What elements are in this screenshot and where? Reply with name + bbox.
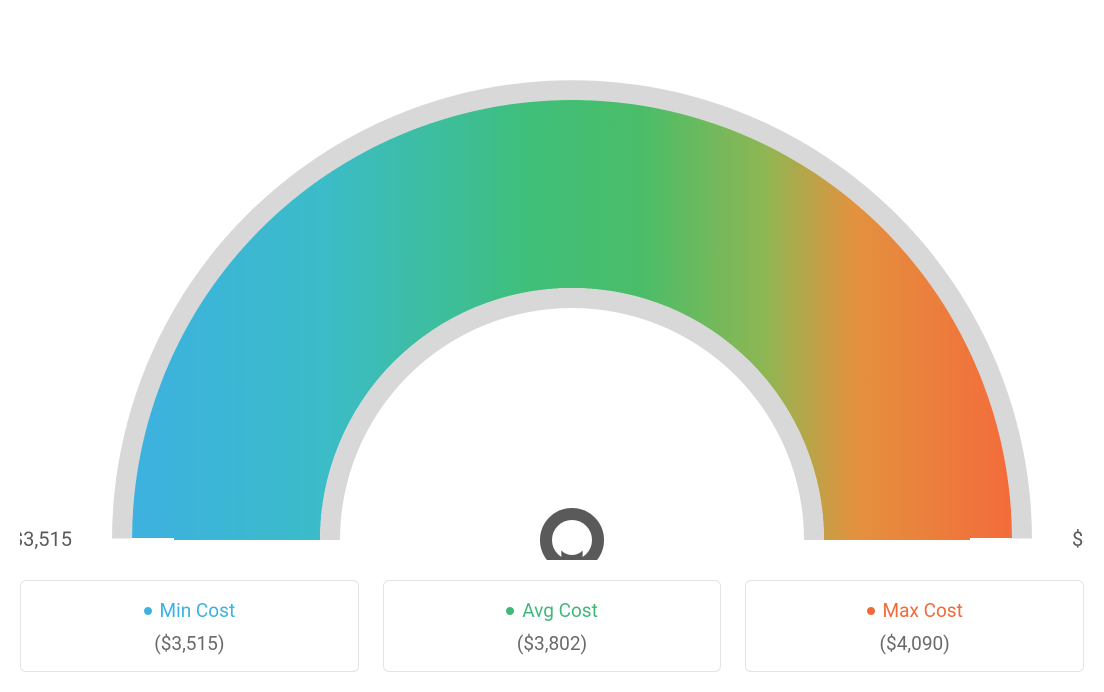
legend-row: Min Cost ($3,515) Avg Cost ($3,802) Max Cost… xyxy=(20,580,1084,672)
legend-value: ($3,802) xyxy=(394,632,711,655)
legend-dot-icon xyxy=(867,607,875,615)
legend-title: Min Cost xyxy=(144,599,236,622)
gauge-hub-hole xyxy=(557,525,587,555)
legend-card: Min Cost ($3,515) xyxy=(20,580,359,672)
legend-title-text: Max Cost xyxy=(883,599,963,622)
legend-value: ($4,090) xyxy=(756,632,1073,655)
legend-dot-icon xyxy=(144,607,152,615)
legend-title: Max Cost xyxy=(867,599,963,622)
legend-title-text: Min Cost xyxy=(160,599,236,622)
legend-card: Max Cost ($4,090) xyxy=(745,580,1084,672)
gauge-tick-label: $3,515 xyxy=(20,527,72,551)
gauge-chart: $3,515$3,587$3,659$3,802$3,898$3,994$4,0… xyxy=(20,20,1084,560)
legend-title-text: Avg Cost xyxy=(522,599,598,622)
legend-dot-icon xyxy=(506,607,514,615)
legend-title: Avg Cost xyxy=(506,599,598,622)
gauge-arc xyxy=(132,100,1012,540)
cost-gauge-container: $3,515$3,587$3,659$3,802$3,898$3,994$4,0… xyxy=(20,20,1084,672)
legend-value: ($3,515) xyxy=(31,632,348,655)
gauge-svg: $3,515$3,587$3,659$3,802$3,898$3,994$4,0… xyxy=(20,20,1084,560)
gauge-tick-label: $4,090 xyxy=(1072,527,1084,551)
legend-card: Avg Cost ($3,802) xyxy=(383,580,722,672)
